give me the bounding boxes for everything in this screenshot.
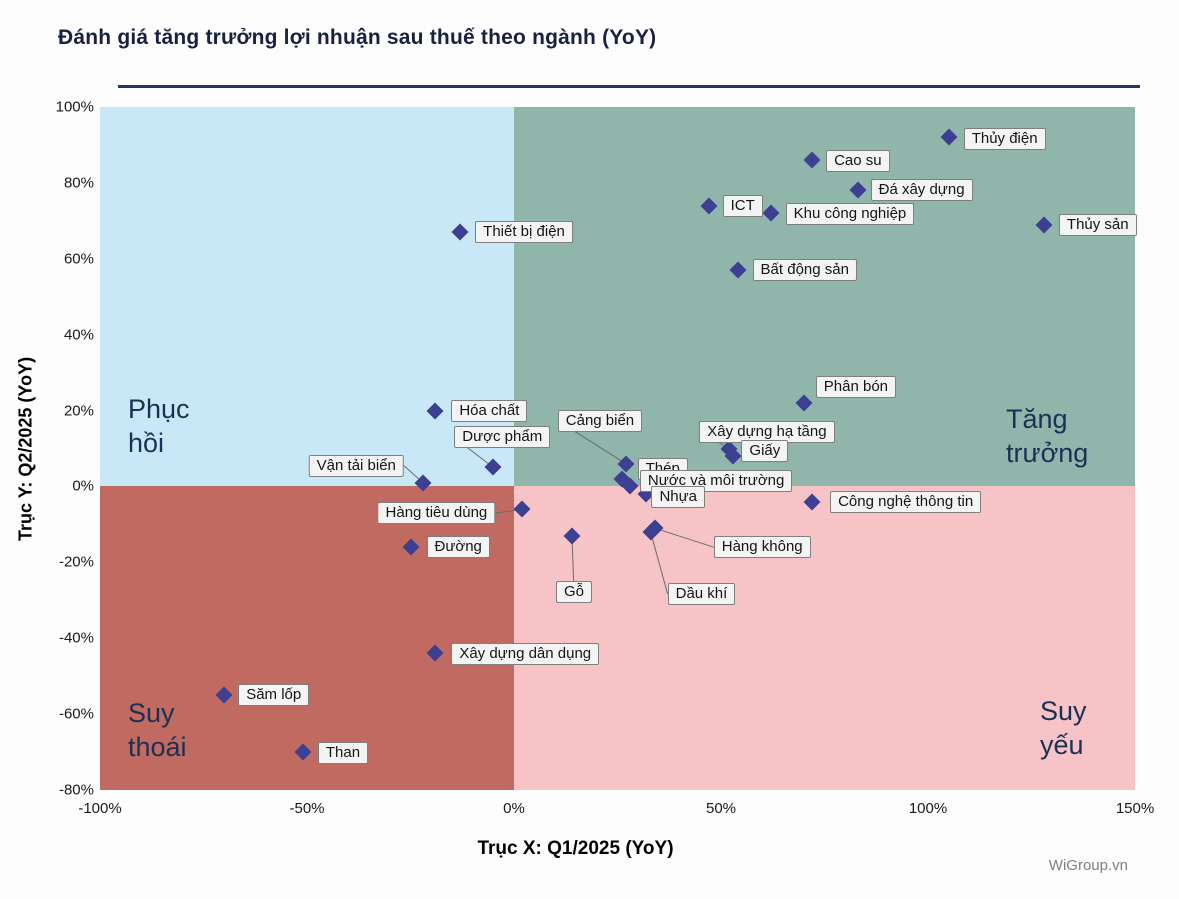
x-tick-label: -50% <box>289 800 325 817</box>
x-tick-label: -100% <box>78 800 122 817</box>
data-point-label: Dầu khí <box>667 582 736 605</box>
callout-line <box>654 527 714 548</box>
chart-title: Đánh giá tăng trưởng lợi nhuận sau thuế … <box>58 26 657 49</box>
data-point-label: Xây dựng dân dụng <box>451 643 600 666</box>
data-point-label: Vận tải biển <box>308 454 404 477</box>
y-tick-label: -20% <box>58 553 94 571</box>
watermark: WiGroup.vn <box>1048 857 1128 874</box>
y-tick-label: 80% <box>63 174 94 192</box>
data-point-label: Dược phẩm <box>454 426 551 449</box>
data-point-label: Khu công nghiệp <box>785 203 915 226</box>
x-tick-label: 100% <box>908 800 948 817</box>
plot-area: Phục hồi Tăng trưởng Suy thoái Suy yếu T… <box>100 107 1137 790</box>
x-axis-ticks: -100% -50% 0% 50% 100% 150% <box>78 800 1154 820</box>
y-tick-label: 40% <box>63 326 94 344</box>
x-axis-title: Trục X: Q1/2025 (YoY) <box>477 838 674 859</box>
quadrant-suy-yeu <box>514 486 1135 790</box>
quadrant-phuc-hoi <box>100 107 514 487</box>
data-point-label: Xây dựng hạ tầng <box>699 420 835 443</box>
y-tick-label: 60% <box>63 250 94 268</box>
y-tick-label: 100% <box>55 98 94 116</box>
y-tick-label: 20% <box>63 402 94 420</box>
data-point-label: Thiết bị điện <box>475 221 573 244</box>
callout-line <box>650 531 669 595</box>
title-underline <box>118 85 1140 88</box>
y-axis-ticks: 100% 80% 60% 40% 20% 0% -20% -40% -60% -80% <box>0 99 94 799</box>
data-point-label: Thủy sản <box>1058 213 1137 236</box>
data-point-label: Than <box>317 742 369 765</box>
data-point-label: Thủy điện <box>963 128 1046 151</box>
data-point-label: Hóa chất <box>451 399 528 422</box>
data-point-label: Bất động sản <box>752 259 857 282</box>
y-tick-label: -60% <box>58 705 94 723</box>
data-point-label: Công nghệ thông tin <box>830 490 982 513</box>
y-tick-label: -80% <box>58 781 94 799</box>
quadrant-label-phuc-hoi: Phục hồi <box>128 394 190 458</box>
y-tick-label: -40% <box>58 629 94 647</box>
data-point-label: Hàng tiêu dùng <box>377 502 496 525</box>
quadrant-label-suy-yeu: Suy yếu <box>1040 696 1087 760</box>
data-point-label: Cao su <box>826 150 890 173</box>
data-point-label: ICT <box>722 194 763 217</box>
x-tick-label: 150% <box>1115 800 1155 817</box>
data-point-label: Gỗ <box>555 580 592 603</box>
x-tick-label: 0% <box>503 800 525 817</box>
data-point-label: Nhựa <box>651 486 706 509</box>
data-point-label: Giấy <box>741 440 789 463</box>
data-point-label: Hàng không <box>713 536 811 559</box>
quadrant-label-tang-truong: Tăng trưởng <box>1006 404 1089 468</box>
data-point-label: Săm lốp <box>238 684 310 707</box>
x-tick-label: 50% <box>705 800 737 817</box>
y-tick-label: 0% <box>72 477 94 495</box>
data-point-label: Cảng biển <box>557 409 643 432</box>
quadrant-label-suy-thoai: Suy thoái <box>128 698 187 762</box>
data-point-label: Đá xây dựng <box>870 179 973 202</box>
data-point-label: Đường <box>426 536 490 559</box>
data-point-label: Phân bón <box>815 375 897 398</box>
